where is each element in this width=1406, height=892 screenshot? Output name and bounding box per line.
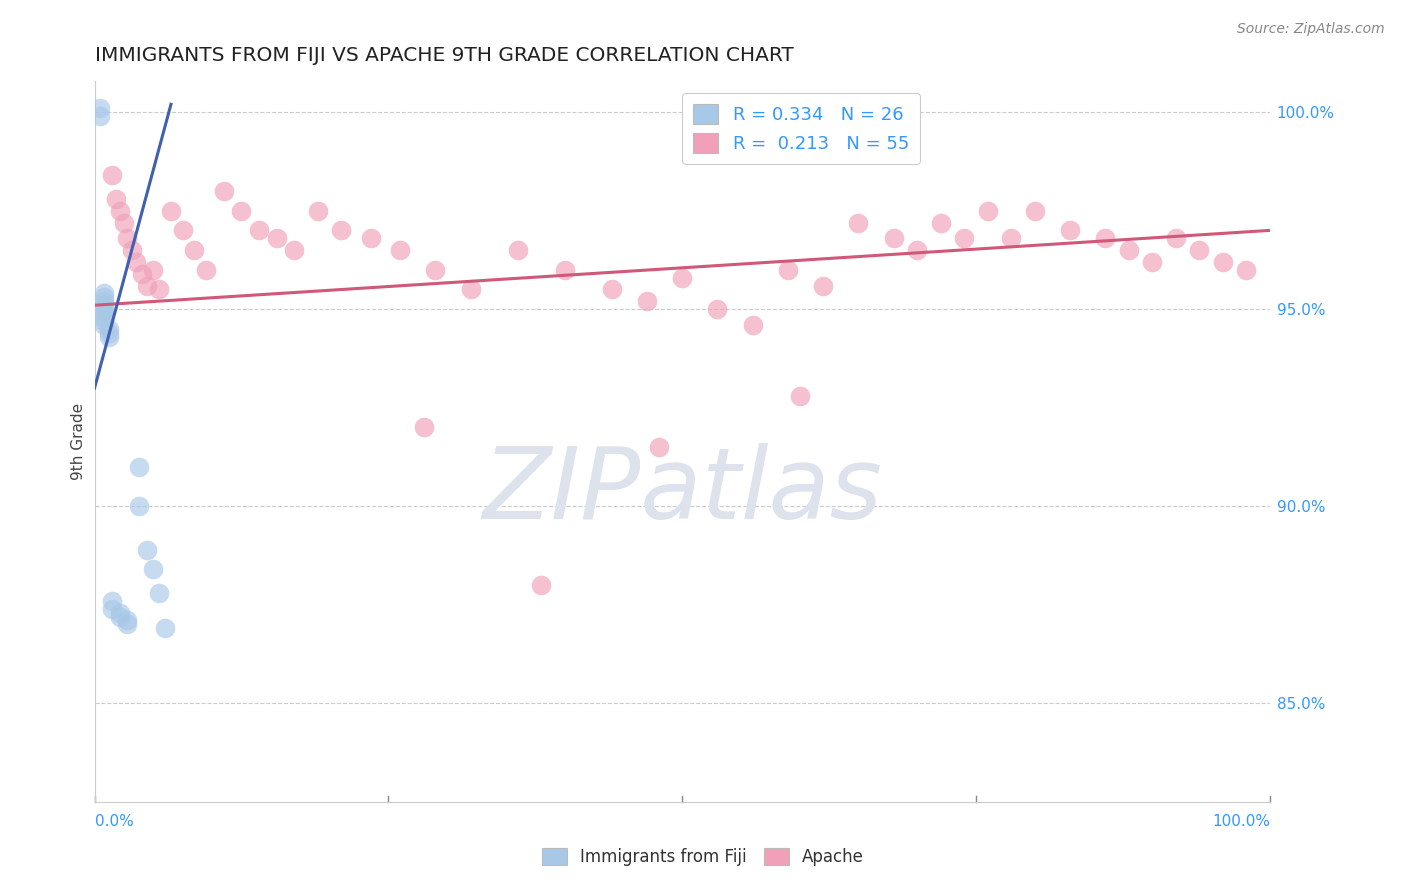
Point xyxy=(93,318,115,332)
Point xyxy=(460,283,482,297)
Point xyxy=(905,243,928,257)
Point xyxy=(153,621,176,635)
Point xyxy=(101,593,124,607)
Point xyxy=(121,243,143,257)
Point xyxy=(506,243,529,257)
Point xyxy=(183,243,205,257)
Point xyxy=(789,389,811,403)
Point xyxy=(636,294,658,309)
Point xyxy=(1164,231,1187,245)
Point xyxy=(671,270,693,285)
Point xyxy=(93,314,115,328)
Point xyxy=(212,184,235,198)
Point xyxy=(389,243,412,257)
Text: IMMIGRANTS FROM FIJI VS APACHE 9TH GRADE CORRELATION CHART: IMMIGRANTS FROM FIJI VS APACHE 9TH GRADE… xyxy=(94,46,793,65)
Point xyxy=(554,262,576,277)
Point xyxy=(101,168,124,182)
Point xyxy=(93,298,115,312)
Point xyxy=(1142,255,1164,269)
Point xyxy=(117,614,139,628)
Text: ZIPatlas: ZIPatlas xyxy=(482,443,882,541)
Point xyxy=(117,617,139,632)
Point xyxy=(848,215,870,229)
Text: 100.0%: 100.0% xyxy=(1212,814,1270,829)
Point xyxy=(112,215,135,229)
Point xyxy=(93,302,115,317)
Point xyxy=(93,286,115,301)
Point xyxy=(953,231,976,245)
Point xyxy=(93,294,115,309)
Point xyxy=(1059,223,1081,237)
Point xyxy=(117,231,139,245)
Point xyxy=(1118,243,1140,257)
Point xyxy=(1094,231,1116,245)
Point xyxy=(1212,255,1234,269)
Point xyxy=(136,542,159,557)
Point xyxy=(412,420,434,434)
Point xyxy=(93,310,115,324)
Point xyxy=(104,192,127,206)
Point xyxy=(110,606,132,620)
Point xyxy=(89,109,111,123)
Point xyxy=(307,203,329,218)
Point xyxy=(813,278,835,293)
Text: Source: ZipAtlas.com: Source: ZipAtlas.com xyxy=(1237,22,1385,37)
Point xyxy=(977,203,1000,218)
Point xyxy=(741,318,763,332)
Point xyxy=(929,215,952,229)
Point xyxy=(148,586,170,600)
Point xyxy=(1000,231,1022,245)
Point xyxy=(247,223,270,237)
Point xyxy=(172,223,194,237)
Point xyxy=(776,262,799,277)
Point xyxy=(101,601,124,615)
Point xyxy=(89,101,111,115)
Point xyxy=(1234,262,1257,277)
Point xyxy=(706,302,728,317)
Point xyxy=(128,499,150,513)
Point xyxy=(647,440,669,454)
Point xyxy=(1024,203,1046,218)
Point xyxy=(110,203,132,218)
Text: 0.0%: 0.0% xyxy=(94,814,134,829)
Point xyxy=(195,262,218,277)
Point xyxy=(283,243,305,257)
Point xyxy=(110,609,132,624)
Point xyxy=(266,231,288,245)
Y-axis label: 9th Grade: 9th Grade xyxy=(72,402,86,480)
Legend: Immigrants from Fiji, Apache: Immigrants from Fiji, Apache xyxy=(536,841,870,873)
Point xyxy=(360,231,382,245)
Point xyxy=(142,562,165,576)
Point xyxy=(231,203,253,218)
Point xyxy=(97,330,120,344)
Point xyxy=(128,459,150,474)
Point xyxy=(131,267,153,281)
Point xyxy=(97,326,120,340)
Point xyxy=(142,262,165,277)
Point xyxy=(160,203,183,218)
Point xyxy=(425,262,447,277)
Point xyxy=(330,223,353,237)
Point xyxy=(125,255,148,269)
Point xyxy=(530,578,553,592)
Legend: R = 0.334   N = 26, R =  0.213   N = 55: R = 0.334 N = 26, R = 0.213 N = 55 xyxy=(682,94,920,164)
Point xyxy=(93,290,115,304)
Point xyxy=(136,278,159,293)
Point xyxy=(97,322,120,336)
Point xyxy=(600,283,623,297)
Point xyxy=(1188,243,1211,257)
Point xyxy=(148,283,170,297)
Point xyxy=(93,306,115,320)
Point xyxy=(883,231,905,245)
